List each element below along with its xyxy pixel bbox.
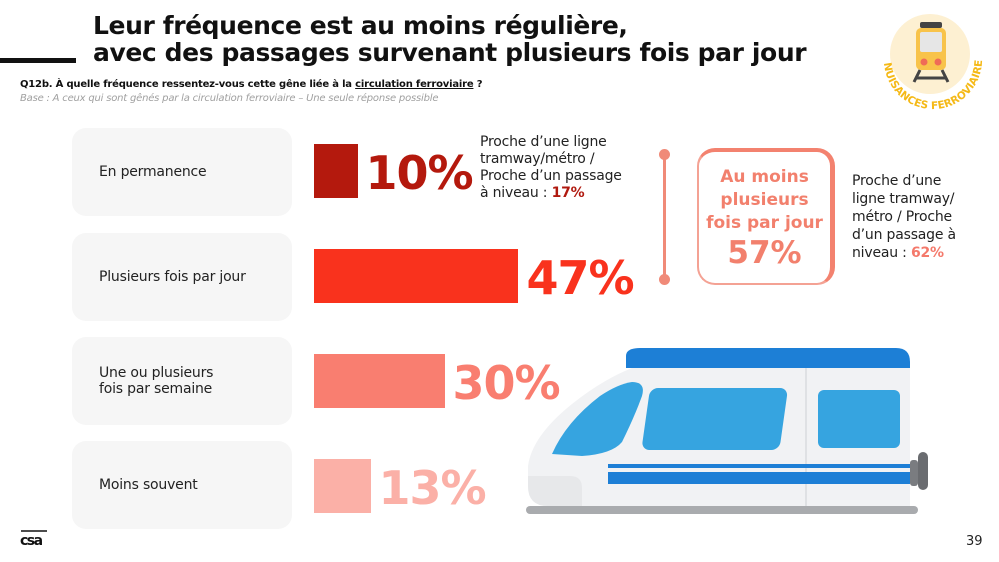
note-line: niveau : xyxy=(852,245,911,261)
base-note: Base : A ceux qui sont gênés par la circ… xyxy=(20,93,439,104)
train-illustration xyxy=(526,348,928,514)
bracket-line xyxy=(663,153,666,281)
bar-1 xyxy=(314,249,519,303)
note-line: Proche d’une ligne xyxy=(480,134,607,150)
category-card-3: Moins souvent xyxy=(72,441,292,529)
question-prefix: Q12b. À quelle fréquence ressentez-vous … xyxy=(20,79,356,90)
bracket-dot-bottom xyxy=(659,274,670,285)
train-coupler xyxy=(910,460,918,486)
question-suffix: ? xyxy=(473,79,483,90)
title-rule xyxy=(0,58,76,63)
svg-text:csa: csa xyxy=(20,533,43,547)
category-label: Plusieurs fois par jour xyxy=(99,269,246,285)
category-card-2: Une ou plusieurs fois par semaine xyxy=(72,337,292,425)
note-value: 62% xyxy=(910,245,944,261)
note-permanence: Proche d’une ligne tramway/métro / Proch… xyxy=(480,134,622,202)
bar-value-label: 10% xyxy=(365,146,474,200)
summary-line: plusieurs xyxy=(720,190,809,210)
train-window xyxy=(818,390,900,448)
bar-0 xyxy=(314,144,358,198)
note-line: d’un passage à xyxy=(852,227,956,243)
category-label: Moins souvent xyxy=(99,477,198,493)
summary-line: fois par jour xyxy=(706,213,823,233)
category-card-0: En permanence xyxy=(72,128,292,216)
csa-logo: csa xyxy=(20,530,47,547)
title-line-2: avec des passages survenant plusieurs fo… xyxy=(93,38,807,67)
train-coupler-head xyxy=(918,452,928,490)
page-title: Leur fréquence est au moins régulière, a… xyxy=(93,11,807,67)
train-stripe xyxy=(608,472,910,484)
train-window xyxy=(642,388,788,450)
question: Q12b. À quelle fréquence ressentez-vous … xyxy=(20,79,483,90)
note-summary-side: Proche d’une ligne tramway/ métro / Proc… xyxy=(852,172,956,262)
note-line: tramway/métro / xyxy=(480,151,595,167)
category-card-1: Plusieurs fois par jour xyxy=(72,233,292,321)
summary-line: Au moins xyxy=(720,167,809,187)
train-nose xyxy=(528,476,582,506)
note-line: Proche d’une xyxy=(852,173,942,189)
note-line: ligne tramway/ xyxy=(852,191,955,207)
note-line: à niveau : xyxy=(480,185,552,201)
bar-value-label: 13% xyxy=(378,461,487,515)
note-value: 17% xyxy=(551,185,585,201)
bracket-dot-top xyxy=(659,149,670,160)
category-label: Une ou plusieurs fois par semaine xyxy=(99,365,214,397)
train-roof xyxy=(626,348,910,368)
title-line-1: Leur fréquence est au moins régulière, xyxy=(93,11,628,40)
nuisances-badge: NUISANCES FERROVIAIRES xyxy=(870,8,985,112)
train-icon xyxy=(912,22,950,83)
train-windshield xyxy=(552,382,643,456)
note-line: métro / Proche xyxy=(852,209,952,225)
bar-value-label: 30% xyxy=(452,356,561,410)
note-line: Proche d’un passage xyxy=(480,168,622,184)
bar-2 xyxy=(314,354,445,408)
bar-3 xyxy=(314,459,371,513)
question-underlined: circulation ferroviaire xyxy=(355,79,474,90)
rail xyxy=(526,506,918,514)
summary-value: 57% xyxy=(727,235,802,271)
bar-value-label: 47% xyxy=(526,251,634,305)
summary-box: Au moins plusieurs fois par jour 57% xyxy=(697,148,835,285)
category-label: En permanence xyxy=(99,164,207,180)
page-number: 39 xyxy=(966,534,983,549)
train-stripe xyxy=(608,464,910,468)
